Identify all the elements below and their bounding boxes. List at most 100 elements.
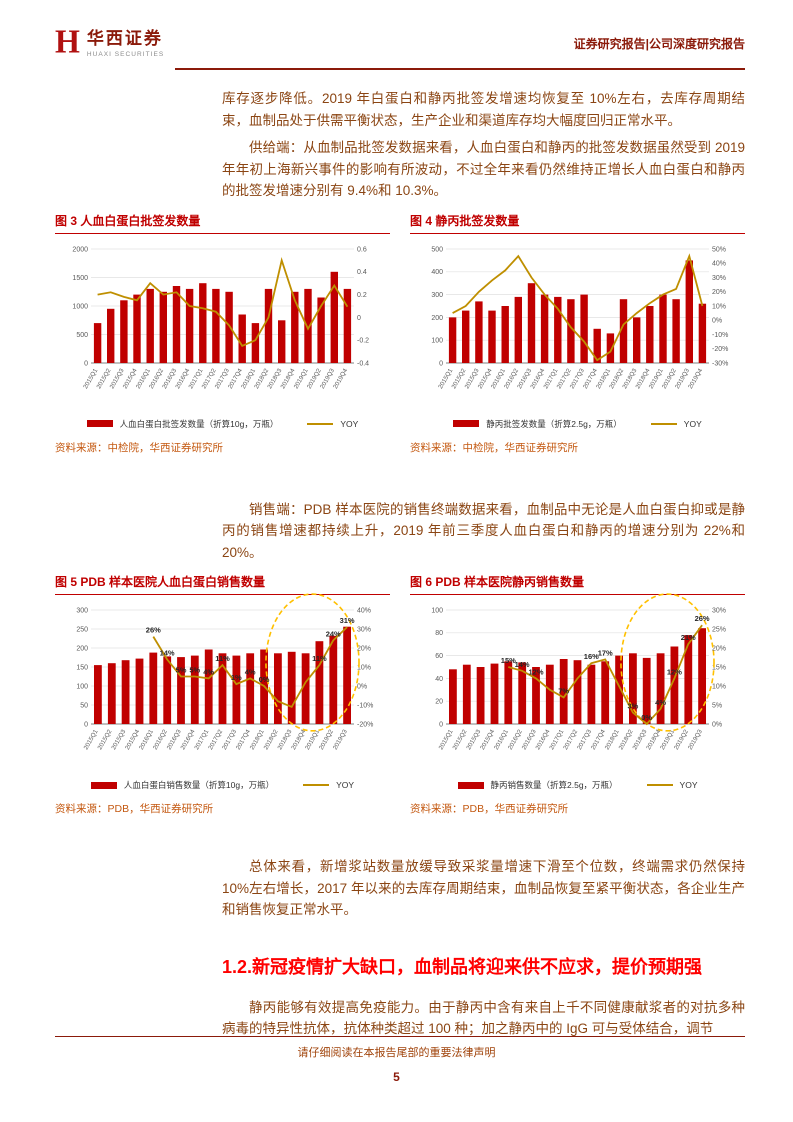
figure-5-legend: 人血白蛋白销售数量（折算10g，万瓶） YOY — [55, 779, 390, 791]
svg-text:4%: 4% — [245, 667, 256, 676]
svg-text:11%: 11% — [312, 654, 327, 663]
body-paragraph-4: 总体来看，新增浆站数量放缓导致采浆量增速下滑至个位数，终端需求仍然保持 10%左… — [222, 859, 745, 917]
figure-5-bar-line-chart: 0 50 100 150 200 250 300 -20% -10% 0% 10% 20% 30% 40%… — [55, 593, 390, 778]
svg-text:10%: 10% — [357, 664, 371, 671]
svg-text:400: 400 — [431, 269, 443, 276]
svg-text:14%: 14% — [160, 648, 175, 657]
svg-text:5%: 5% — [189, 666, 200, 675]
footer-divider — [55, 1036, 745, 1037]
yoy-series-label: YOY — [683, 418, 702, 429]
figure-6-source: 资料来源：PDB，华西证券研究所 — [410, 803, 569, 815]
yoy-line-swatch — [650, 422, 677, 425]
svg-text:0: 0 — [84, 721, 88, 728]
svg-text:100: 100 — [76, 683, 88, 690]
report-type-label: 证券研究报告|公司深度研究报告 — [573, 37, 745, 51]
svg-text:0%: 0% — [712, 721, 722, 728]
svg-text:2019Q3: 2019Q3 — [332, 728, 349, 751]
svg-text:12%: 12% — [667, 667, 682, 676]
page-number: 5 — [393, 1070, 400, 1084]
svg-text:250: 250 — [76, 626, 88, 633]
figure-3-title: 图 3 人血白蛋白批签发数量 — [55, 212, 390, 234]
svg-text:20: 20 — [435, 699, 443, 706]
report-content: 库存逐步降低。2019 年白蛋白和静丙批签发增速均恢复至 10%左右，去库存周期… — [55, 86, 745, 1040]
svg-text:0: 0 — [439, 721, 443, 728]
figure-3: 图 3 人血白蛋白批签发数量 0 500 1000 1500 2000 -0.4 -0.2 0… — [55, 212, 390, 455]
svg-text:0.2: 0.2 — [357, 292, 367, 299]
svg-text:15%: 15% — [712, 664, 726, 671]
figure-row-2: 图 5 PDB 样本医院人血白蛋白销售数量 0 50 100 150 200 250 300… — [55, 573, 745, 816]
svg-text:0: 0 — [439, 360, 443, 367]
svg-text:0.4: 0.4 — [357, 269, 367, 276]
figure-5-title: 图 5 PDB 样本医院人血白蛋白销售数量 — [55, 573, 390, 595]
body-paragraph-1: 库存逐步降低。2019 年白蛋白和静丙批签发增速均恢复至 10%左右，去库存周期… — [222, 91, 745, 128]
svg-text:20%: 20% — [357, 645, 371, 652]
figure-4-bar-line-chart: 0 100 200 300 400 500 -30% -20% -10% 0% 10% 20% 30% 4… — [410, 237, 745, 417]
bar-series-swatch — [90, 781, 117, 789]
figure-6: 图 6 PDB 样本医院静丙销售数量 0 20 40 60 80 100 0% 5% 10% 15… — [410, 573, 745, 816]
bar-series-label: 人血白蛋白销售数量（折算10g，万瓶） — [123, 780, 275, 790]
logo-name-cn: 华西证券 — [86, 29, 163, 48]
svg-text:0%: 0% — [641, 713, 652, 722]
figure-3-source: 资料来源：中检院，华西证券研究所 — [55, 441, 223, 454]
svg-text:2019Q3: 2019Q3 — [687, 728, 704, 751]
yoy-line-swatch — [646, 784, 673, 786]
svg-text:20%: 20% — [712, 645, 726, 652]
svg-text:0%: 0% — [259, 675, 270, 684]
svg-text:15%: 15% — [501, 656, 516, 665]
bar-series-label: 静丙批签发数量（折算2.5g，万瓶） — [486, 418, 622, 429]
svg-text:4%: 4% — [655, 698, 666, 707]
svg-text:80: 80 — [435, 630, 443, 637]
figure-5-source: 资料来源：PDB，华西证券研究所 — [55, 803, 214, 815]
svg-text:50: 50 — [80, 702, 88, 709]
svg-text:7%: 7% — [558, 686, 569, 695]
huaxi-logo: H 华西证券 HUAXI SECURITIES — [55, 24, 164, 58]
svg-text:1%: 1% — [231, 673, 242, 682]
svg-text:100: 100 — [431, 607, 443, 614]
svg-text:25%: 25% — [712, 626, 726, 633]
bar-series-label: 人血白蛋白批签发数量（折算10g，万瓶） — [119, 418, 279, 429]
svg-text:-30%: -30% — [712, 360, 728, 367]
figure-5: 图 5 PDB 样本医院人血白蛋白销售数量 0 50 100 150 200 250 300… — [55, 573, 390, 816]
logo-text-stack: 华西证券 HUAXI SECURITIES — [87, 24, 164, 58]
bar-series-swatch — [457, 781, 484, 789]
svg-text:300: 300 — [76, 607, 88, 614]
bar-series-label: 静丙销售数量（折算2.5g，万瓶） — [490, 780, 618, 790]
svg-text:-20%: -20% — [712, 346, 728, 353]
yoy-series-label: YOY — [340, 418, 359, 429]
svg-text:1000: 1000 — [72, 303, 88, 310]
figure-6-bar-line-chart: 0 20 40 60 80 100 0% 5% 10% 15% 20% 25% 30% 2015Q1 201… — [410, 593, 745, 778]
svg-text:5%: 5% — [712, 702, 722, 709]
header-divider — [175, 68, 745, 70]
svg-text:30%: 30% — [712, 607, 726, 614]
svg-text:-20%: -20% — [357, 721, 373, 728]
figure-6-legend: 静丙销售数量（折算2.5g，万瓶） YOY — [410, 779, 745, 791]
svg-text:12%: 12% — [528, 667, 543, 676]
svg-text:40%: 40% — [712, 260, 726, 267]
svg-text:24%: 24% — [326, 629, 341, 638]
svg-text:30%: 30% — [357, 626, 371, 633]
figure-3-bar-line-chart: 0 500 1000 1500 2000 -0.4 -0.2 0 0.2 0.4 0.6 2015Q1… — [55, 237, 390, 417]
svg-text:0.6: 0.6 — [357, 246, 367, 253]
svg-text:10%: 10% — [712, 683, 726, 690]
svg-text:-0.4: -0.4 — [357, 360, 369, 367]
svg-text:0: 0 — [84, 360, 88, 367]
svg-text:500: 500 — [76, 331, 88, 338]
svg-text:200: 200 — [431, 314, 443, 321]
figure-4-legend: 静丙批签发数量（折算2.5g，万瓶） YOY — [410, 418, 745, 430]
bar-series-swatch — [86, 420, 113, 427]
figure-6-title: 图 6 PDB 样本医院静丙销售数量 — [410, 573, 745, 595]
svg-text:0%: 0% — [357, 683, 367, 690]
report-header: H 华西证券 HUAXI SECURITIES 证券研究报告|公司深度研究报告 — [55, 24, 745, 58]
figure-4-source: 资料来源：中检院，华西证券研究所 — [410, 441, 578, 454]
svg-text:2000: 2000 — [72, 246, 88, 253]
svg-text:40%: 40% — [357, 607, 371, 614]
svg-text:20%: 20% — [712, 289, 726, 296]
svg-text:150: 150 — [76, 664, 88, 671]
figure-row-1: 图 3 人血白蛋白批签发数量 0 500 1000 1500 2000 -0.4 -0.2 0… — [55, 212, 745, 455]
svg-text:16%: 16% — [584, 652, 599, 661]
body-paragraph-5: 静丙能够有效提高免疫能力。由于静丙中含有来自上千不同健康献浆者的对抗多种病毒的特… — [222, 999, 745, 1037]
svg-text:26%: 26% — [695, 614, 710, 623]
svg-text:0: 0 — [357, 314, 361, 321]
figure-4: 图 4 静丙批签发数量 0 100 200 300 400 500 -30% -20% -10%… — [410, 212, 745, 455]
